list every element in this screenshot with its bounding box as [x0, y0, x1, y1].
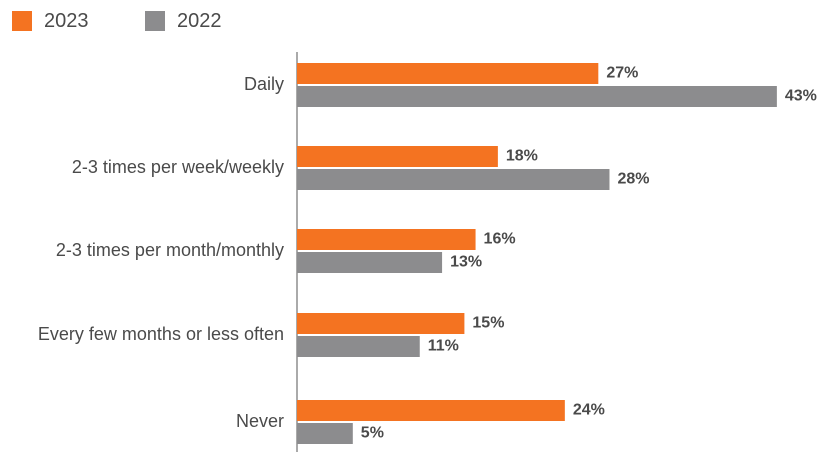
bar-2023: [297, 63, 599, 84]
legend-item-2022: 2022: [145, 9, 222, 33]
data-label-2023: 18%: [506, 148, 538, 165]
category-label: Never: [236, 411, 284, 431]
legend-swatch-2022: [145, 11, 165, 31]
data-label-2022: 28%: [617, 171, 649, 188]
bar-2023: [297, 229, 476, 250]
category-label: Daily: [244, 74, 284, 94]
data-label-2023: 27%: [606, 65, 638, 82]
data-label-2022: 5%: [361, 425, 384, 442]
data-label-2023: 16%: [484, 231, 516, 248]
legend-label-2022: 2022: [177, 9, 222, 32]
bar-2023: [297, 400, 565, 421]
legend-item-2023: 2023: [12, 9, 89, 33]
category-label: 2-3 times per week/weekly: [72, 157, 284, 177]
bar-2022: [297, 336, 420, 357]
legend-label-2023: 2023: [44, 9, 89, 32]
category-label: 2-3 times per month/monthly: [56, 240, 284, 260]
bar-2023: [297, 313, 465, 334]
data-label-2022: 11%: [428, 338, 459, 355]
data-label-2023: 24%: [573, 402, 605, 419]
data-label-2022: 43%: [785, 88, 817, 105]
data-label-2022: 13%: [450, 254, 482, 271]
bar-2023: [297, 146, 498, 167]
legend-swatch-2023: [12, 11, 32, 31]
category-label: Every few months or less often: [38, 324, 284, 344]
data-label-2023: 15%: [472, 315, 504, 332]
bar-2022: [297, 86, 777, 107]
bar-2022: [297, 423, 353, 444]
bar-2022: [297, 169, 610, 190]
bar-2022: [297, 252, 443, 273]
